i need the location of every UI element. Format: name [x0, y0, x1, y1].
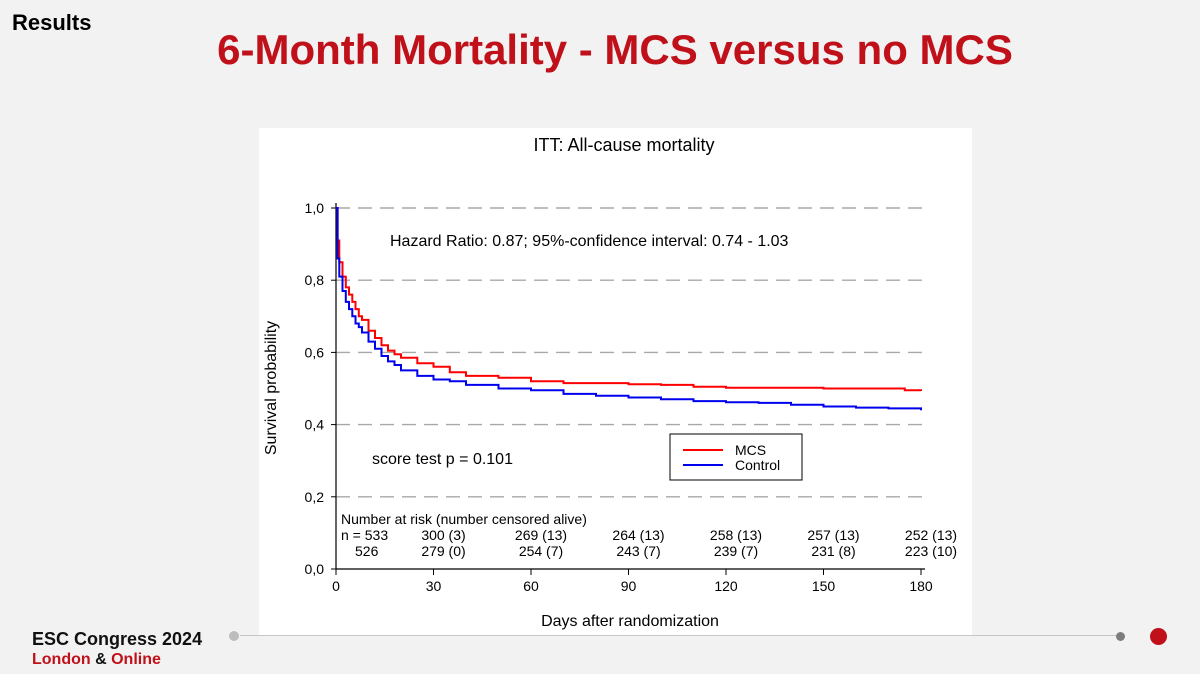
risk-value: 279 (0) — [421, 543, 465, 559]
risk-value: 231 (8) — [811, 543, 855, 559]
slide-title: 6-Month Mortality - MCS versus no MCS — [217, 26, 1013, 73]
y-axis-label: Survival probability — [263, 321, 280, 455]
series-mcs-line — [336, 207, 922, 392]
footer-brand-line2: London & Online — [32, 651, 202, 669]
x-tick-label: 0 — [332, 578, 340, 594]
x-ticks: 0 30 60 90 120 150 180 — [332, 569, 933, 594]
km-chart-svg: 0,0 0,2 0,4 0,6 0,8 1,0 0 30 60 90 120 150 180 ITT:… — [263, 135, 957, 630]
series-lines — [336, 207, 922, 411]
risk-value: 252 (13) — [905, 527, 957, 543]
risk-table-header: Number at risk (number censored alive) — [341, 511, 587, 527]
footer-dot-accent — [1150, 628, 1167, 645]
y-tick-label: 0,8 — [305, 272, 325, 288]
x-tick-label: 150 — [812, 578, 836, 594]
y-tick-label: 0,0 — [305, 561, 325, 577]
risk-value: 258 (13) — [710, 527, 762, 543]
footer-brand-line1: ESC Congress 2024 — [32, 629, 203, 649]
legend: MCS Control — [669, 433, 803, 481]
footer-dot-left — [229, 631, 239, 641]
y-ticks: 0,0 0,2 0,4 0,6 0,8 1,0 — [305, 200, 336, 577]
survival-chart: 0,0 0,2 0,4 0,6 0,8 1,0 0 30 60 90 120 150 180 ITT:… — [259, 128, 972, 636]
section-label: Results — [12, 10, 92, 35]
y-tick-label: 0,6 — [305, 344, 325, 360]
footer-amp: & — [95, 651, 107, 668]
footer-dot-mid — [1116, 632, 1125, 641]
footer-brand: ESC Congress 2024 London & Online — [32, 629, 202, 669]
risk-value: 269 (13) — [515, 527, 567, 543]
footer-city: London — [32, 651, 91, 668]
risk-value: 243 (7) — [616, 543, 660, 559]
axes — [335, 203, 925, 570]
risk-value: 254 (7) — [519, 543, 563, 559]
footer-online: Online — [111, 651, 161, 668]
risk-row-control-prefix: 526 — [355, 543, 379, 559]
risk-value: 239 (7) — [714, 543, 758, 559]
footer-divider — [240, 635, 1118, 636]
score-test-annotation: score test p = 0.101 — [372, 451, 513, 468]
legend-control-label: Control — [735, 457, 780, 473]
x-tick-label: 180 — [909, 578, 933, 594]
x-axis-label: Days after randomization — [541, 613, 719, 630]
risk-table: Number at risk (number censored alive) n… — [341, 511, 957, 559]
y-tick-label: 0,2 — [305, 489, 325, 505]
risk-value: 257 (13) — [807, 527, 859, 543]
x-tick-label: 60 — [523, 578, 539, 594]
risk-row-mcs-prefix: n = 533 — [341, 527, 388, 543]
legend-mcs-label: MCS — [735, 442, 766, 458]
chart-title: ITT: All-cause mortality — [533, 135, 714, 155]
risk-value: 264 (13) — [612, 527, 664, 543]
risk-value: 223 (10) — [905, 543, 957, 559]
series-control-line — [336, 207, 922, 411]
hazard-ratio-annotation: Hazard Ratio: 0.87; 95%-confidence inter… — [390, 233, 789, 250]
x-tick-label: 120 — [714, 578, 738, 594]
x-tick-label: 30 — [426, 578, 442, 594]
y-tick-label: 1,0 — [305, 200, 325, 216]
legend-box — [669, 433, 803, 481]
y-tick-label: 0,4 — [305, 417, 325, 433]
gridlines — [336, 207, 925, 498]
risk-value: 300 (3) — [421, 527, 465, 543]
x-tick-label: 90 — [621, 578, 637, 594]
risk-values: 300 (3) 269 (13) 264 (13) 258 (13) 257 (13) 2… — [421, 527, 957, 559]
